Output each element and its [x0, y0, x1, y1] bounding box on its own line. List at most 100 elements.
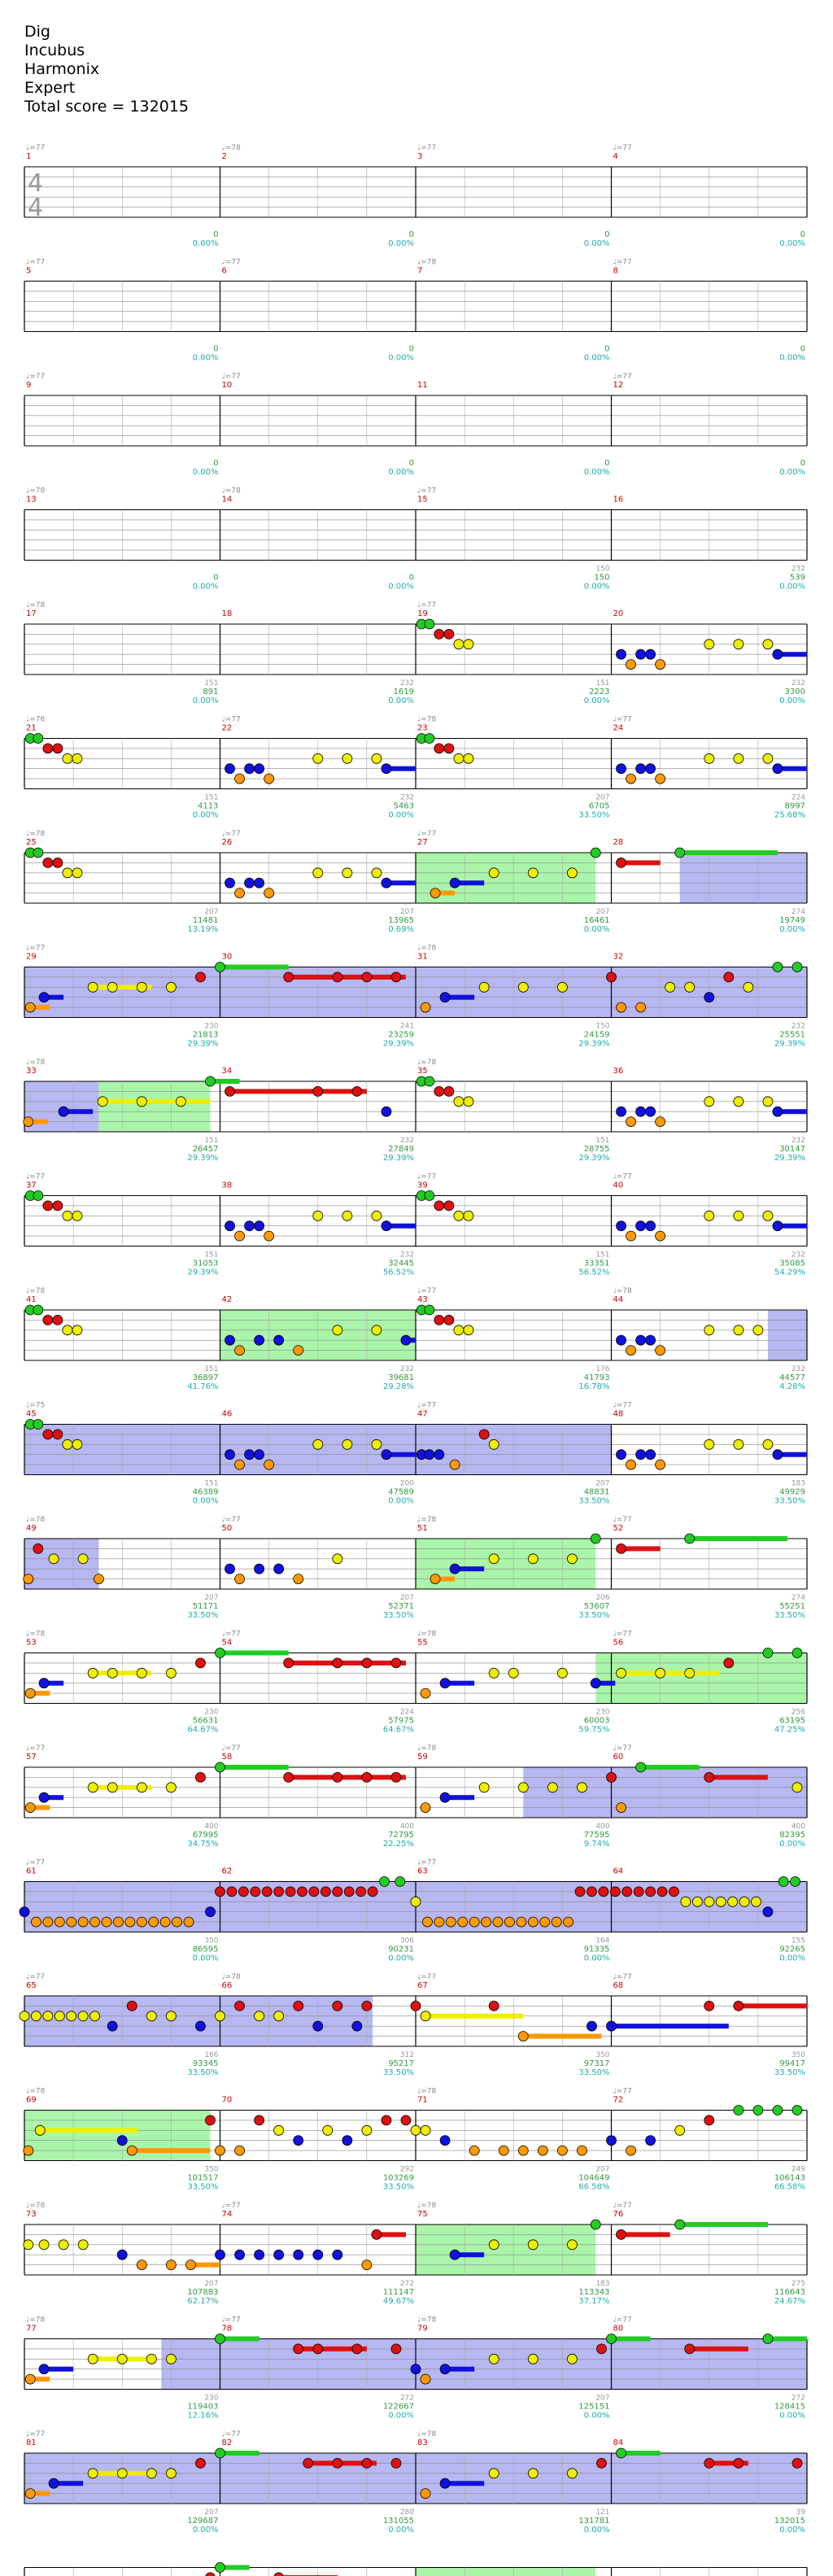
- note-red: [273, 2572, 284, 2576]
- measure-number: 65: [26, 1981, 37, 1990]
- tempo-marker: ♩=78: [222, 144, 242, 152]
- note-blue: [225, 877, 235, 889]
- note-blue: [410, 2364, 421, 2375]
- note-yellow: [567, 2468, 578, 2479]
- measure-points: 280: [400, 2508, 414, 2517]
- cumulative-score: 47589: [388, 1488, 414, 1497]
- note-orange: [24, 2488, 36, 2500]
- note-red: [234, 2000, 245, 2011]
- tempo-marker: ♩=78: [417, 2430, 437, 2438]
- note-red: [195, 2457, 206, 2469]
- sustain-blue: [386, 880, 416, 886]
- measure-points: 272: [792, 2395, 805, 2403]
- note-orange: [24, 1002, 36, 1013]
- measure-number: 73: [26, 2210, 37, 2219]
- star-power-percent: 0.00%: [193, 696, 219, 705]
- star-power-percent: 0.00%: [193, 1497, 219, 1506]
- solo-section: [416, 1539, 596, 1589]
- measure-points: 151: [595, 679, 609, 688]
- sustain-yellow: [40, 2128, 138, 2133]
- measure-number: 37: [26, 1181, 37, 1190]
- measure-number: 80: [613, 2325, 624, 2334]
- measure-points: 207: [595, 794, 609, 802]
- note-red: [443, 1086, 455, 1097]
- note-yellow: [273, 2124, 285, 2136]
- note-orange: [113, 1916, 124, 1928]
- staff-row: ♩=77500.00%♩=77600.00%♩=78700.00%♩=77800…: [24, 259, 808, 363]
- star-power-percent: 0.00%: [193, 583, 219, 592]
- note-yellow: [38, 2239, 50, 2251]
- sustain-red: [288, 1775, 406, 1780]
- note-yellow: [453, 1210, 464, 1221]
- sustain-blue: [54, 2481, 84, 2486]
- note-blue: [225, 1334, 235, 1346]
- note-yellow: [87, 1667, 98, 1679]
- note-yellow: [704, 1210, 715, 1221]
- measure-points: 207: [595, 2395, 609, 2403]
- star-power-section: [24, 1081, 99, 1132]
- measure-number: 21: [26, 724, 37, 733]
- note-yellow: [488, 2353, 499, 2364]
- note-red: [52, 1315, 63, 1325]
- star-power-percent: 29.39%: [383, 1040, 414, 1049]
- staff-row: ♩=77371513105329.39%382323244556.52%♩=77…: [24, 1173, 808, 1277]
- note-yellow: [478, 981, 490, 993]
- note-yellow: [527, 1553, 539, 1565]
- note-red: [733, 2457, 744, 2469]
- measure-points: 232: [400, 794, 414, 802]
- note-green: [792, 1648, 803, 1658]
- note-orange: [293, 1345, 304, 1356]
- sustain-red: [709, 2460, 748, 2466]
- note-yellow: [165, 1782, 177, 1793]
- note-green: [33, 847, 44, 858]
- note-red: [215, 1886, 225, 1897]
- measure-number: 29: [26, 953, 37, 962]
- note-blue: [645, 1220, 656, 1232]
- note-blue: [107, 2020, 118, 2032]
- star-power-percent: 49.67%: [383, 2297, 414, 2306]
- measure-number: 36: [613, 1067, 624, 1076]
- cumulative-score: 8997: [785, 802, 805, 811]
- star-power-percent: 0.00%: [584, 354, 610, 363]
- measure-number: 47: [417, 1410, 428, 1419]
- measure-number: 40: [613, 1181, 624, 1190]
- note-blue: [48, 2478, 59, 2489]
- note-blue: [590, 1678, 601, 1689]
- measure-number: 24: [613, 724, 624, 733]
- staff-row: ♩=77292302181329.39%302412325929.39%♩=78…: [24, 945, 808, 1049]
- measure-number: 61: [26, 1867, 37, 1876]
- note-blue: [645, 1106, 656, 1117]
- measure-number: 78: [222, 2325, 233, 2334]
- cumulative-score: 77595: [584, 1831, 610, 1840]
- tempo-marker: ♩=77: [417, 1287, 436, 1295]
- cumulative-score: 35085: [779, 1260, 805, 1268]
- note-blue: [635, 1220, 646, 1232]
- note-blue: [772, 648, 783, 660]
- star-power-percent: 0.00%: [584, 468, 610, 477]
- cumulative-score: 16461: [584, 916, 610, 925]
- note-yellow: [136, 1782, 147, 1793]
- note-blue: [225, 1563, 235, 1574]
- note-red: [250, 1886, 261, 1897]
- star-power-section: [24, 1996, 373, 2046]
- measure-number: 2: [222, 152, 227, 161]
- sustain-green: [220, 1765, 289, 1770]
- note-green: [33, 1304, 44, 1316]
- note-orange: [23, 1116, 34, 1127]
- note-blue: [635, 1334, 646, 1346]
- note-orange: [264, 1230, 275, 1242]
- note-blue: [762, 1906, 774, 1918]
- measure-points: 207: [204, 2280, 218, 2288]
- note-yellow: [342, 1439, 353, 1450]
- cumulative-score: 4113: [198, 802, 218, 811]
